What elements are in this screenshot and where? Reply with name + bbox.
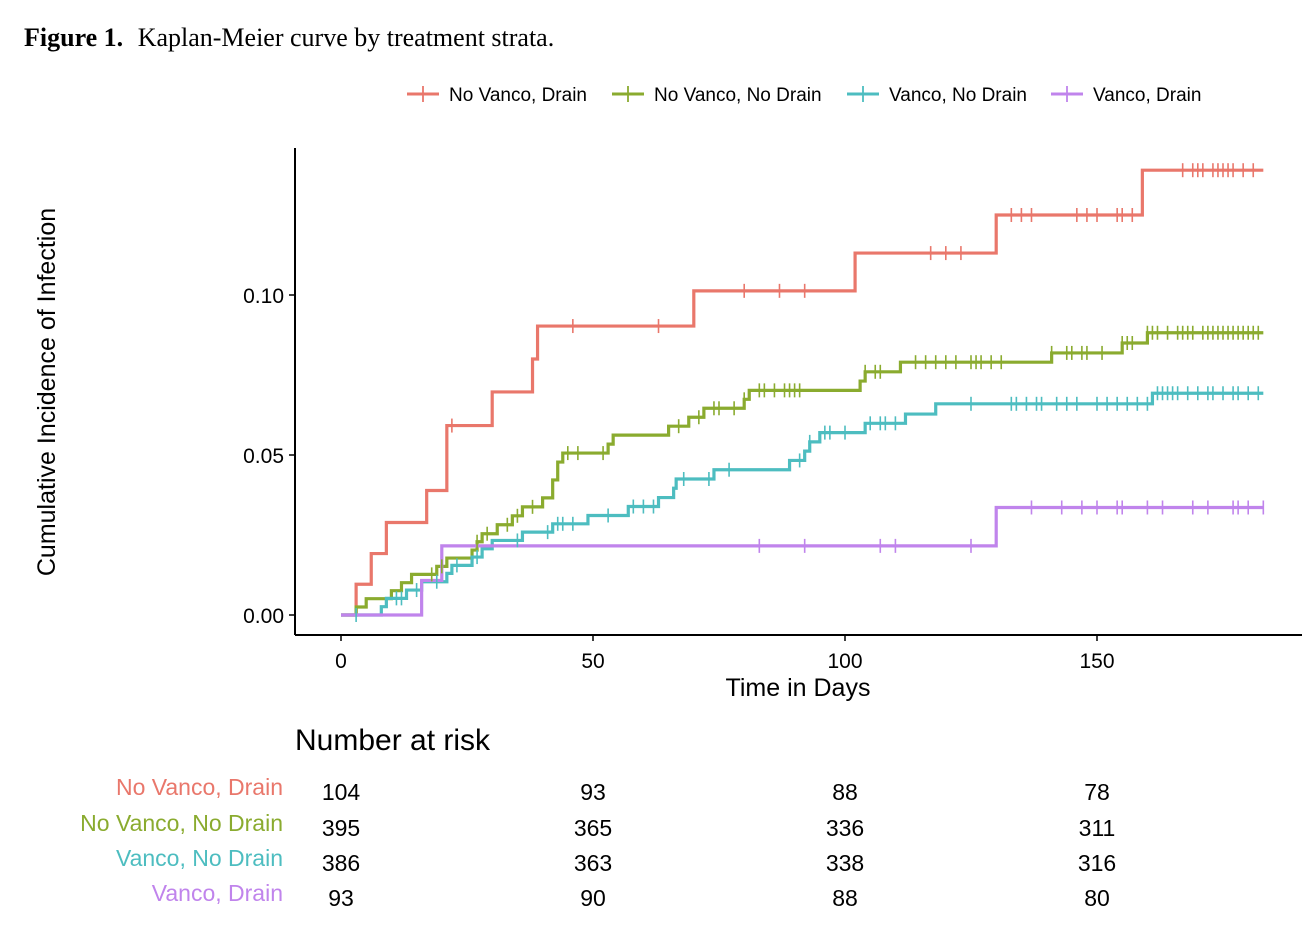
legend-label: Vanco, Drain bbox=[1093, 85, 1201, 106]
series-lines bbox=[341, 168, 1264, 617]
y-tick-label: 0.05 bbox=[243, 445, 284, 468]
plot-area: 0.00 0.05 0.10 0 50 100 150 bbox=[243, 148, 1302, 673]
risk-count: 395 bbox=[322, 815, 360, 841]
legend-label: No Vanco, No Drain bbox=[654, 85, 822, 106]
risk-table-title: Number at risk bbox=[295, 724, 491, 757]
figure-caption-text: Kaplan-Meier curve by treatment strata. bbox=[138, 23, 555, 52]
risk-count: 311 bbox=[1079, 815, 1116, 841]
risk-count: 88 bbox=[832, 779, 858, 805]
legend: No Vanco, Drain No Vanco, No Drain Vanco, … bbox=[407, 85, 1201, 106]
risk-count: 338 bbox=[826, 850, 864, 876]
y-axis-ticks: 0.00 0.05 0.10 bbox=[243, 285, 295, 628]
x-tick-label: 0 bbox=[335, 650, 347, 673]
y-axis-label: Cumulative Incidence of Infection bbox=[33, 208, 61, 576]
legend-label: Vanco, No Drain bbox=[889, 85, 1027, 106]
figure-caption: Figure 1. Kaplan-Meier curve by treatmen… bbox=[24, 23, 554, 52]
risk-count: 90 bbox=[580, 885, 606, 911]
risk-count: 386 bbox=[322, 850, 360, 876]
risk-count: 365 bbox=[574, 815, 612, 841]
figure-label: Figure 1. bbox=[24, 23, 123, 52]
y-tick-label: 0.00 bbox=[243, 605, 284, 628]
risk-count: 336 bbox=[826, 815, 864, 841]
risk-count: 88 bbox=[832, 885, 858, 911]
risk-count: 78 bbox=[1084, 779, 1110, 805]
x-tick-label: 100 bbox=[827, 650, 862, 673]
censor-marks bbox=[355, 163, 1265, 622]
risk-count: 363 bbox=[574, 850, 612, 876]
x-axis-ticks: 0 50 100 150 bbox=[335, 635, 1115, 673]
risk-table: Number at risk No Vanco, Drain 104 93 88 78N… bbox=[80, 724, 1116, 911]
y-tick-label: 0.10 bbox=[243, 285, 284, 308]
x-axis-label: Time in Days bbox=[726, 674, 871, 702]
series-line-no-vanco-drain bbox=[341, 168, 1264, 617]
risk-count: 80 bbox=[1084, 885, 1110, 911]
x-tick-label: 50 bbox=[581, 650, 604, 673]
risk-row-label: Vanco, No Drain bbox=[116, 845, 283, 871]
x-tick-label: 150 bbox=[1079, 650, 1114, 673]
risk-row-label: Vanco, Drain bbox=[152, 880, 283, 906]
series-line-no-vanco-no-drain bbox=[341, 331, 1264, 617]
risk-count: 93 bbox=[328, 885, 354, 911]
risk-row-label: No Vanco, Drain bbox=[116, 774, 283, 800]
risk-count: 93 bbox=[580, 779, 606, 805]
risk-count: 104 bbox=[322, 779, 361, 805]
series-line-vanco-drain bbox=[341, 505, 1264, 617]
risk-row-label: No Vanco, No Drain bbox=[80, 810, 283, 836]
risk-count: 316 bbox=[1078, 850, 1116, 876]
legend-label: No Vanco, Drain bbox=[449, 85, 587, 106]
risk-table-rows: No Vanco, Drain 104 93 88 78 No Vanco, No Dra… bbox=[80, 774, 1116, 911]
